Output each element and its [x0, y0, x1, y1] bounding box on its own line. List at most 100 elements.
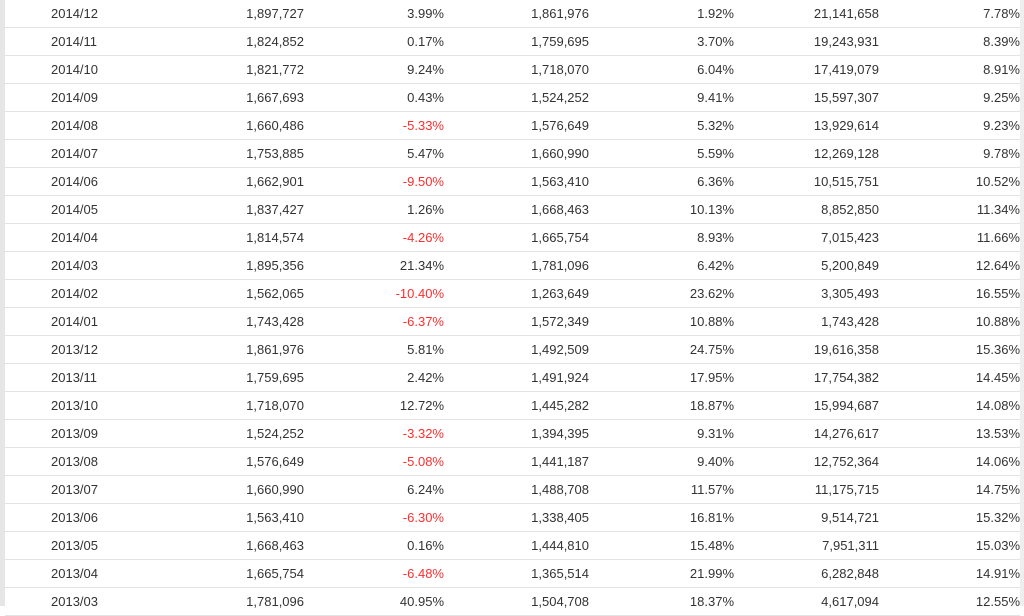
value-cell: 1,662,901: [185, 167, 304, 196]
value-cell: 1,665,754: [185, 559, 304, 588]
cumulative-value-cell: 15,597,307: [734, 83, 879, 112]
table-row: 2014/04 1,814,574 -4.26% 1,665,754 8.93% 7,01…: [5, 223, 1020, 252]
cumulative-yoy-cell: 11.66%: [879, 223, 1020, 252]
period-cell: 2014/09: [5, 83, 185, 112]
yoy-change-cell: 11.57%: [589, 475, 734, 504]
value-cell: 1,895,356: [185, 251, 304, 280]
period-cell: 2013/05: [5, 531, 185, 560]
prev-year-value-cell: 1,759,695: [444, 27, 589, 56]
yoy-change-cell: 24.75%: [589, 335, 734, 364]
table-row: 2013/03 1,781,096 40.95% 1,504,708 18.37% 4,6…: [5, 587, 1020, 616]
cumulative-yoy-cell: 14.08%: [879, 391, 1020, 420]
prev-year-value-cell: 1,572,349: [444, 307, 589, 336]
prev-year-value-cell: 1,491,924: [444, 363, 589, 392]
value-cell: 1,562,065: [185, 279, 304, 308]
prev-year-value-cell: 1,488,708: [444, 475, 589, 504]
period-cell: 2013/04: [5, 559, 185, 588]
vertical-scrollbar[interactable]: [1020, 0, 1024, 606]
cumulative-yoy-cell: 13.53%: [879, 419, 1020, 448]
mom-change-cell: 0.43%: [304, 83, 444, 112]
value-cell: 1,667,693: [185, 83, 304, 112]
value-cell: 1,897,727: [185, 0, 304, 28]
prev-year-value-cell: 1,394,395: [444, 419, 589, 448]
cumulative-yoy-cell: 15.32%: [879, 503, 1020, 532]
prev-year-value-cell: 1,492,509: [444, 335, 589, 364]
cumulative-yoy-cell: 16.55%: [879, 279, 1020, 308]
yoy-change-cell: 21.99%: [589, 559, 734, 588]
cumulative-yoy-cell: 8.91%: [879, 55, 1020, 84]
table-row: 2014/07 1,753,885 5.47% 1,660,990 5.59% 12,26…: [5, 139, 1020, 168]
period-cell: 2014/06: [5, 167, 185, 196]
mom-change-cell: 12.72%: [304, 391, 444, 420]
value-cell: 1,524,252: [185, 419, 304, 448]
table-row: 2013/07 1,660,990 6.24% 1,488,708 11.57% 11,1…: [5, 475, 1020, 504]
period-cell: 2014/03: [5, 251, 185, 280]
yoy-change-cell: 6.36%: [589, 167, 734, 196]
cumulative-value-cell: 19,243,931: [734, 27, 879, 56]
yoy-change-cell: 9.31%: [589, 419, 734, 448]
period-cell: 2013/10: [5, 391, 185, 420]
yoy-change-cell: 16.81%: [589, 503, 734, 532]
value-cell: 1,660,990: [185, 475, 304, 504]
value-cell: 1,814,574: [185, 223, 304, 252]
cumulative-value-cell: 8,852,850: [734, 195, 879, 224]
prev-year-value-cell: 1,504,708: [444, 587, 589, 616]
yoy-change-cell: 18.37%: [589, 587, 734, 616]
mom-change-cell: -6.30%: [304, 503, 444, 532]
cumulative-value-cell: 17,419,079: [734, 55, 879, 84]
mom-change-cell: -5.33%: [304, 111, 444, 140]
table-row: 2013/12 1,861,976 5.81% 1,492,509 24.75% 19,6…: [5, 335, 1020, 364]
value-cell: 1,563,410: [185, 503, 304, 532]
period-cell: 2013/03: [5, 587, 185, 616]
cumulative-yoy-cell: 12.55%: [879, 587, 1020, 616]
yoy-change-cell: 9.40%: [589, 447, 734, 476]
table-row: 2013/10 1,718,070 12.72% 1,445,282 18.87% 15,…: [5, 391, 1020, 420]
period-cell: 2014/08: [5, 111, 185, 140]
mom-change-cell: 3.99%: [304, 0, 444, 28]
yoy-change-cell: 6.04%: [589, 55, 734, 84]
value-cell: 1,743,428: [185, 307, 304, 336]
mom-change-cell: 0.17%: [304, 27, 444, 56]
cumulative-value-cell: 11,175,715: [734, 475, 879, 504]
period-cell: 2013/12: [5, 335, 185, 364]
table-row: 2014/09 1,667,693 0.43% 1,524,252 9.41% 15,59…: [5, 83, 1020, 112]
yoy-change-cell: 9.41%: [589, 83, 734, 112]
period-cell: 2013/08: [5, 447, 185, 476]
mom-change-cell: 9.24%: [304, 55, 444, 84]
cumulative-value-cell: 14,276,617: [734, 419, 879, 448]
period-cell: 2014/07: [5, 139, 185, 168]
prev-year-value-cell: 1,665,754: [444, 223, 589, 252]
table-row: 2013/11 1,759,695 2.42% 1,491,924 17.95% 17,7…: [5, 363, 1020, 392]
table-row: 2013/06 1,563,410 -6.30% 1,338,405 16.81% 9,5…: [5, 503, 1020, 532]
mom-change-cell: 40.95%: [304, 587, 444, 616]
mom-change-cell: -9.50%: [304, 167, 444, 196]
left-border: [0, 0, 5, 606]
value-cell: 1,821,772: [185, 55, 304, 84]
cumulative-yoy-cell: 14.06%: [879, 447, 1020, 476]
cumulative-yoy-cell: 14.91%: [879, 559, 1020, 588]
mom-change-cell: 0.16%: [304, 531, 444, 560]
cumulative-value-cell: 7,015,423: [734, 223, 879, 252]
table-row: 2014/12 1,897,727 3.99% 1,861,976 1.92% 21,14…: [5, 0, 1020, 28]
table-row: 2014/11 1,824,852 0.17% 1,759,695 3.70% 19,24…: [5, 27, 1020, 56]
cumulative-value-cell: 7,951,311: [734, 531, 879, 560]
cumulative-value-cell: 13,929,614: [734, 111, 879, 140]
value-cell: 1,837,427: [185, 195, 304, 224]
cumulative-yoy-cell: 11.34%: [879, 195, 1020, 224]
cumulative-value-cell: 1,743,428: [734, 307, 879, 336]
mom-change-cell: 1.26%: [304, 195, 444, 224]
value-cell: 1,759,695: [185, 363, 304, 392]
value-cell: 1,824,852: [185, 27, 304, 56]
cumulative-value-cell: 21,141,658: [734, 0, 879, 28]
table-row: 2014/06 1,662,901 -9.50% 1,563,410 6.36% 10,5…: [5, 167, 1020, 196]
mom-change-cell: -4.26%: [304, 223, 444, 252]
cumulative-value-cell: 5,200,849: [734, 251, 879, 280]
value-cell: 1,660,486: [185, 111, 304, 140]
prev-year-value-cell: 1,576,649: [444, 111, 589, 140]
cumulative-yoy-cell: 14.45%: [879, 363, 1020, 392]
period-cell: 2014/02: [5, 279, 185, 308]
cumulative-yoy-cell: 12.64%: [879, 251, 1020, 280]
cumulative-yoy-cell: 10.88%: [879, 307, 1020, 336]
period-cell: 2014/04: [5, 223, 185, 252]
prev-year-value-cell: 1,563,410: [444, 167, 589, 196]
